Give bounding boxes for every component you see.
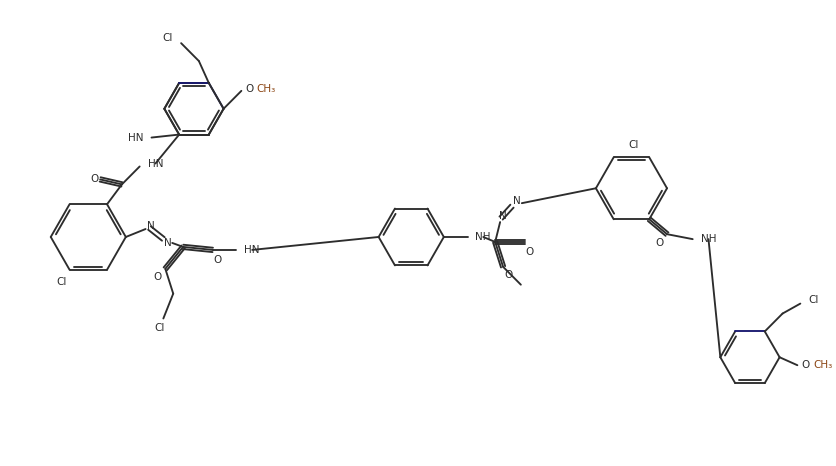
Text: Cl: Cl — [628, 140, 638, 151]
Text: NH: NH — [700, 234, 716, 244]
Text: Cl: Cl — [56, 277, 67, 287]
Text: Cl: Cl — [154, 323, 165, 334]
Text: O: O — [90, 174, 98, 185]
Text: O: O — [503, 270, 512, 280]
Text: O: O — [655, 238, 662, 248]
Text: O: O — [213, 255, 222, 265]
Text: Cl: Cl — [808, 295, 818, 305]
Text: O: O — [525, 247, 533, 257]
Text: NH: NH — [475, 232, 491, 242]
Text: Cl: Cl — [163, 33, 173, 43]
Text: HN: HN — [244, 245, 259, 255]
Text: N: N — [146, 221, 154, 231]
Text: O: O — [153, 272, 161, 282]
Text: N: N — [498, 211, 507, 221]
Text: CH₃: CH₃ — [813, 360, 832, 370]
Text: HN: HN — [147, 158, 163, 169]
Text: O: O — [800, 360, 808, 370]
Text: O: O — [245, 84, 253, 94]
Text: N: N — [164, 238, 172, 248]
Text: CH₃: CH₃ — [256, 84, 275, 94]
Text: N: N — [512, 196, 520, 206]
Text: HN: HN — [128, 132, 144, 143]
